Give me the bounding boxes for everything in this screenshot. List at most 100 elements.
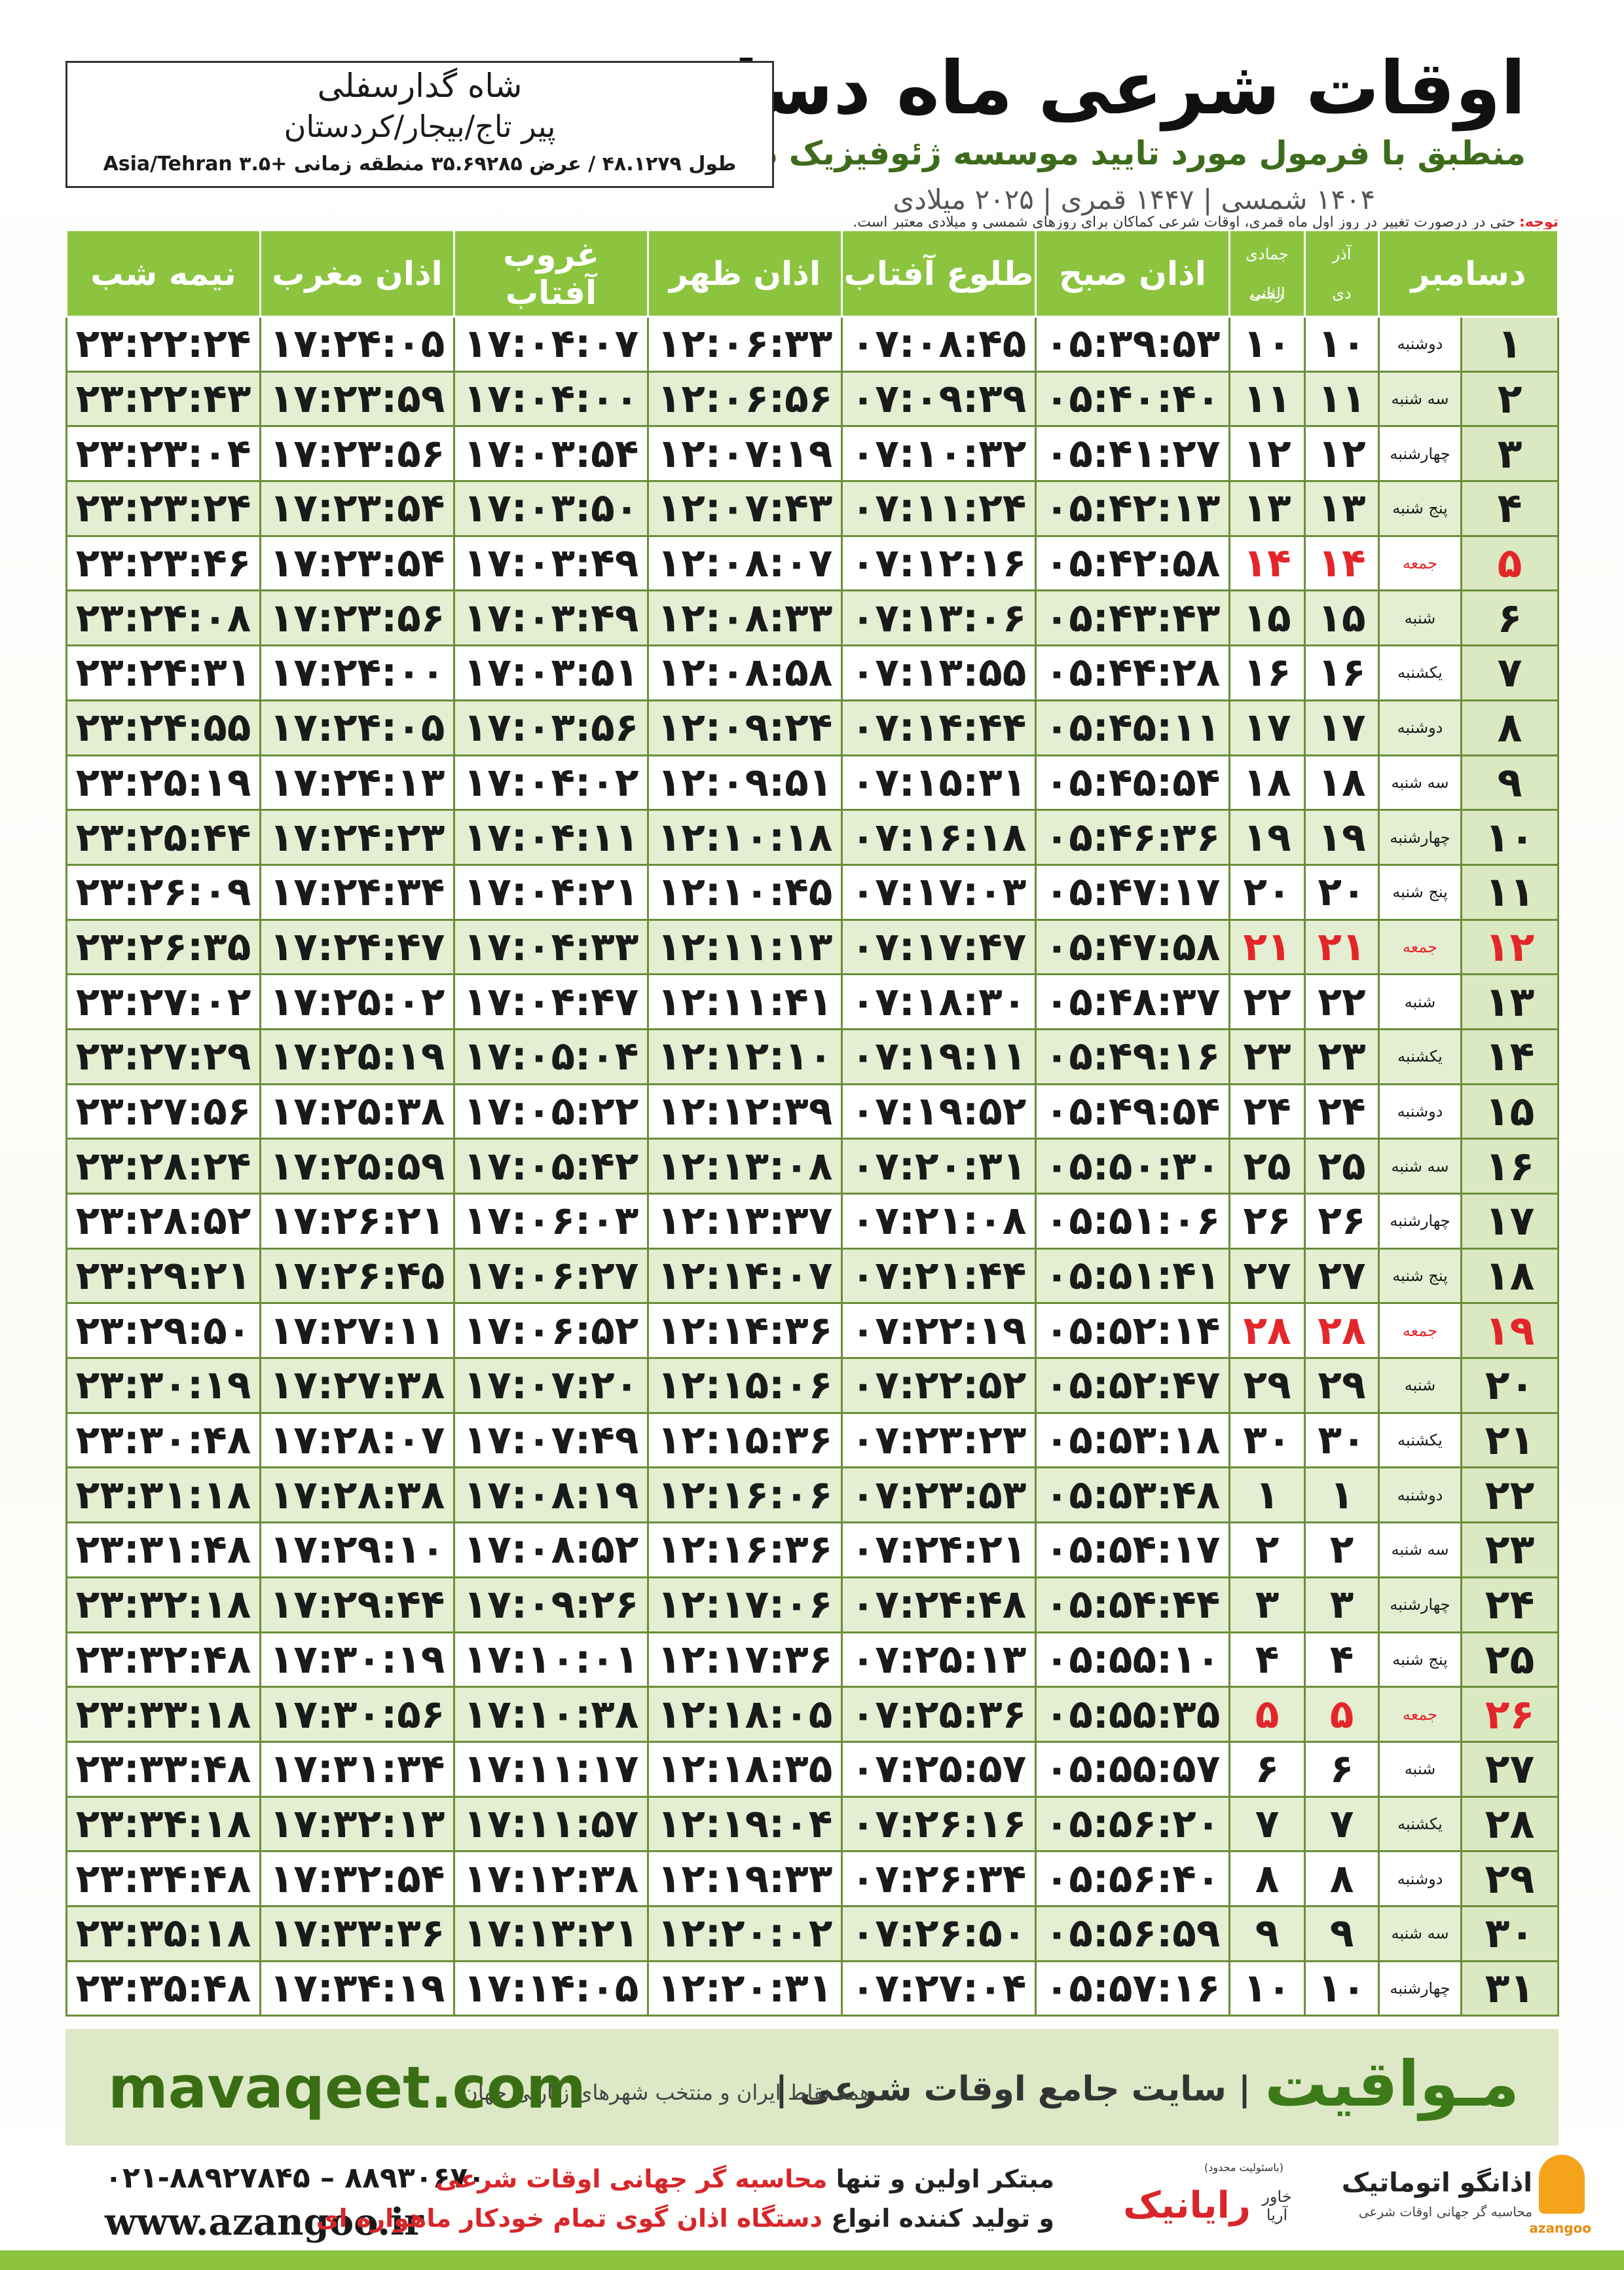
row: ۲ سه شنبه ۱۱ ۱۱ ۰۵:۴۰:۴۰ ۰۷:۰۹:۳۹ ۱۲:۰۶:۵۶ ۱۷:۰… xyxy=(65,370,1560,428)
time: ۰۷:۲۶:۳۴ xyxy=(841,1850,1037,1907)
hijri-day: ۲۹ xyxy=(1228,1357,1306,1414)
time: ۲۳:۳۳:۱۸ xyxy=(65,1686,261,1743)
dey-day: ۲۷ xyxy=(1304,1247,1380,1305)
day: ۲۲ xyxy=(1460,1466,1560,1524)
row: ۲۳ سه شنبه ۲ ۲ ۰۵:۵۴:۱۷ ۰۷:۲۴:۲۱ ۱۲:۱۶:۳۶ ۱۷:۰۸… xyxy=(65,1521,1560,1578)
row: ۶ شنبه ۱۵ ۱۵ ۰۵:۴۳:۴۳ ۰۷:۱۳:۰۶ ۱۲:۰۸:۳۳ ۱۷:۰۳:۴… xyxy=(65,589,1560,647)
hijri-day: ۱۷ xyxy=(1228,699,1306,756)
dey-day: ۲۰ xyxy=(1304,863,1380,921)
time: ۱۷:۱۳:۲۱ xyxy=(453,1905,649,1962)
time: ۱۷:۱۰:۰۱ xyxy=(453,1631,649,1688)
column-header: اذان صبح xyxy=(1035,229,1230,318)
brand: مـواقیت xyxy=(1264,2047,1519,2121)
row: ۲۶ جمعه ۵ ۵ ۰۵:۵۵:۳۵ ۰۷:۲۵:۳۶ ۱۲:۱۸:۰۵ ۱۷:۱۰:۳۸… xyxy=(65,1686,1560,1743)
dey-day: ۲۲ xyxy=(1304,973,1380,1030)
logo-icon xyxy=(1539,2155,1585,2214)
time: ۲۳:۲۳:۲۴ xyxy=(65,480,261,537)
row: ۵ جمعه ۱۴ ۱۴ ۰۵:۴۲:۵۸ ۰۷:۱۲:۱۶ ۱۲:۰۸:۰۷ ۱۷:۰۳:۴… xyxy=(65,534,1560,592)
row: ۱ دوشنبه ۱۰ ۱۰ ۰۵:۳۹:۵۳ ۰۷:۰۸:۴۵ ۱۲:۰۶:۳۳ ۱۷:۰۴… xyxy=(65,316,1560,373)
day: ۱۳ xyxy=(1460,973,1560,1030)
weekday: یکشنبه xyxy=(1377,1028,1463,1085)
dey-day: ۱۸ xyxy=(1304,754,1380,811)
time: ۰۵:۵۱:۰۶ xyxy=(1035,1193,1230,1250)
row: ۳ چهارشنبه ۱۲ ۱۲ ۰۵:۴۱:۲۷ ۰۷:۱۰:۳۲ ۱۲:۰۷:۱۹ ۱۷:… xyxy=(65,425,1560,483)
text: مبتکر اولین و تنها xyxy=(836,2165,1054,2193)
time: ۱۲:۱۵:۳۶ xyxy=(647,1411,843,1469)
time: ۰۵:۴۵:۱۱ xyxy=(1035,699,1230,756)
time: ۱۲:۱۰:۱۸ xyxy=(647,809,843,866)
day: ۲۰ xyxy=(1460,1357,1560,1414)
time: ۱۷:۰۴:۲۱ xyxy=(453,863,649,921)
weekday: یکشنبه xyxy=(1377,1411,1463,1469)
time: ۱۲:۱۱:۱۳ xyxy=(647,918,843,976)
time: ۱۷:۰۳:۵۰ xyxy=(453,480,649,537)
month-top: جمادی الثانی xyxy=(1246,244,1289,303)
hijri-day: ۲ xyxy=(1228,1521,1306,1578)
time: ۰۵:۴۳:۴۳ xyxy=(1035,589,1230,647)
time: ۲۳:۳۵:۴۸ xyxy=(65,1960,261,2017)
time: ۱۲:۱۶:۳۶ xyxy=(647,1521,843,1578)
time: ۱۲:۱۵:۰۶ xyxy=(647,1357,843,1414)
hijri-day: ۱۶ xyxy=(1228,644,1306,701)
hijri-day: ۲۴ xyxy=(1228,1083,1306,1140)
partner-sub: خاور آریا xyxy=(1262,2187,1292,2224)
hijri-day: ۲۸ xyxy=(1228,1302,1306,1360)
partner-note: (باسئولیت محدود) xyxy=(1204,2161,1283,2174)
time: ۰۵:۴۵:۵۴ xyxy=(1035,754,1230,811)
dey-day: ۵ xyxy=(1304,1686,1380,1743)
row: ۲۰ شنبه ۲۹ ۲۹ ۰۵:۵۲:۴۷ ۰۷:۲۲:۵۲ ۱۲:۱۵:۰۶ ۱۷:۰۷:… xyxy=(65,1357,1560,1414)
time: ۰۵:۵۲:۴۷ xyxy=(1035,1357,1230,1414)
day: ۱۰ xyxy=(1460,809,1560,866)
location-coords: طول ۴۸.۱۲۷۹ / عرض ۳۵.۶۹۲۸۵ منطقه زمانی +… xyxy=(103,153,737,176)
day: ۲۴ xyxy=(1460,1576,1560,1633)
time: ۰۷:۰۹:۳۹ xyxy=(841,370,1037,428)
time: ۱۷:۱۰:۳۸ xyxy=(453,1686,649,1743)
weekday: چهارشنبه xyxy=(1377,1193,1463,1250)
row: ۸ دوشنبه ۱۷ ۱۷ ۰۵:۴۵:۱۱ ۰۷:۱۴:۴۴ ۱۲:۰۹:۲۴ ۱۷:۰۳… xyxy=(65,699,1560,756)
time: ۱۷:۲۹:۴۴ xyxy=(259,1576,455,1633)
logo: اذانگو اتوماتیک xyxy=(1341,2168,1532,2198)
day: ۲ xyxy=(1460,370,1560,428)
time: ۱۷:۳۲:۱۳ xyxy=(259,1795,455,1853)
row: ۱۴ یکشنبه ۲۳ ۲۳ ۰۵:۴۹:۱۶ ۰۷:۱۹:۱۱ ۱۲:۱۲:۱۰ ۱۷:۰… xyxy=(65,1028,1560,1085)
time: ۰۵:۵۳:۴۸ xyxy=(1035,1466,1230,1524)
time: ۱۷:۲۴:۲۳ xyxy=(259,809,455,866)
time: ۱۲:۱۷:۳۶ xyxy=(647,1631,843,1688)
note-text: حتی در درصورت تغییر در روز اول ماه قمری،… xyxy=(853,214,1515,231)
time: ۲۳:۲۴:۳۱ xyxy=(65,644,261,701)
time: ۱۷:۱۲:۳۸ xyxy=(453,1850,649,1907)
phone: ۰۲۱-۸۸۹۲۷۸۴۵ – ۸۸۹۳۰۶۷۰ xyxy=(105,2161,486,2195)
time: ۲۳:۲۲:۲۴ xyxy=(65,316,261,373)
day: ۱۱ xyxy=(1460,863,1560,921)
table-body: ۱ دوشنبه ۱۰ ۱۰ ۰۵:۳۹:۵۳ ۰۷:۰۸:۴۵ ۱۲:۰۶:۳۳ ۱۷:۰۴… xyxy=(65,316,1560,2017)
day: ۹ xyxy=(1460,754,1560,811)
time: ۲۳:۲۷:۲۹ xyxy=(65,1028,261,1085)
time: ۱۷:۲۳:۵۹ xyxy=(259,370,455,428)
time: ۲۳:۳۲:۱۸ xyxy=(65,1576,261,1633)
time: ۱۲:۱۰:۴۵ xyxy=(647,863,843,921)
time: ۲۳:۲۲:۴۳ xyxy=(65,370,261,428)
column-header: دسامبر xyxy=(1377,229,1560,318)
time: ۲۳:۳۲:۴۸ xyxy=(65,1631,261,1688)
hijri-day: ۶ xyxy=(1228,1740,1306,1798)
month-header: آذر دی xyxy=(1304,229,1380,318)
hijri-day: ۲۰ xyxy=(1228,863,1306,921)
time: ۱۲:۰۶:۳۳ xyxy=(647,316,843,373)
time: ۱۷:۰۳:۵۶ xyxy=(453,699,649,756)
dey-day: ۱۷ xyxy=(1304,699,1380,756)
hijri-day: ۵ xyxy=(1228,1686,1306,1743)
day: ۲۳ xyxy=(1460,1521,1560,1578)
row: ۱۹ جمعه ۲۸ ۲۸ ۰۵:۵۲:۱۴ ۰۷:۲۲:۱۹ ۱۲:۱۴:۳۶ ۱۷:۰۶:… xyxy=(65,1302,1560,1360)
time: ۱۲:۰۹:۲۴ xyxy=(647,699,843,756)
time: ۲۳:۲۹:۵۰ xyxy=(65,1302,261,1360)
time: ۱۲:۱۳:۳۷ xyxy=(647,1193,843,1250)
time: ۰۵:۳۹:۵۳ xyxy=(1035,316,1230,373)
column-header: غروب آفتاب xyxy=(453,229,649,318)
column-header: اذان ظهر xyxy=(647,229,843,318)
partner: رایانیک xyxy=(1123,2184,1251,2227)
time: ۰۷:۲۲:۱۹ xyxy=(841,1302,1037,1360)
weekday: جمعه xyxy=(1377,918,1463,976)
time: ۲۳:۲۸:۵۲ xyxy=(65,1193,261,1250)
dey-day: ۲۶ xyxy=(1304,1193,1380,1250)
